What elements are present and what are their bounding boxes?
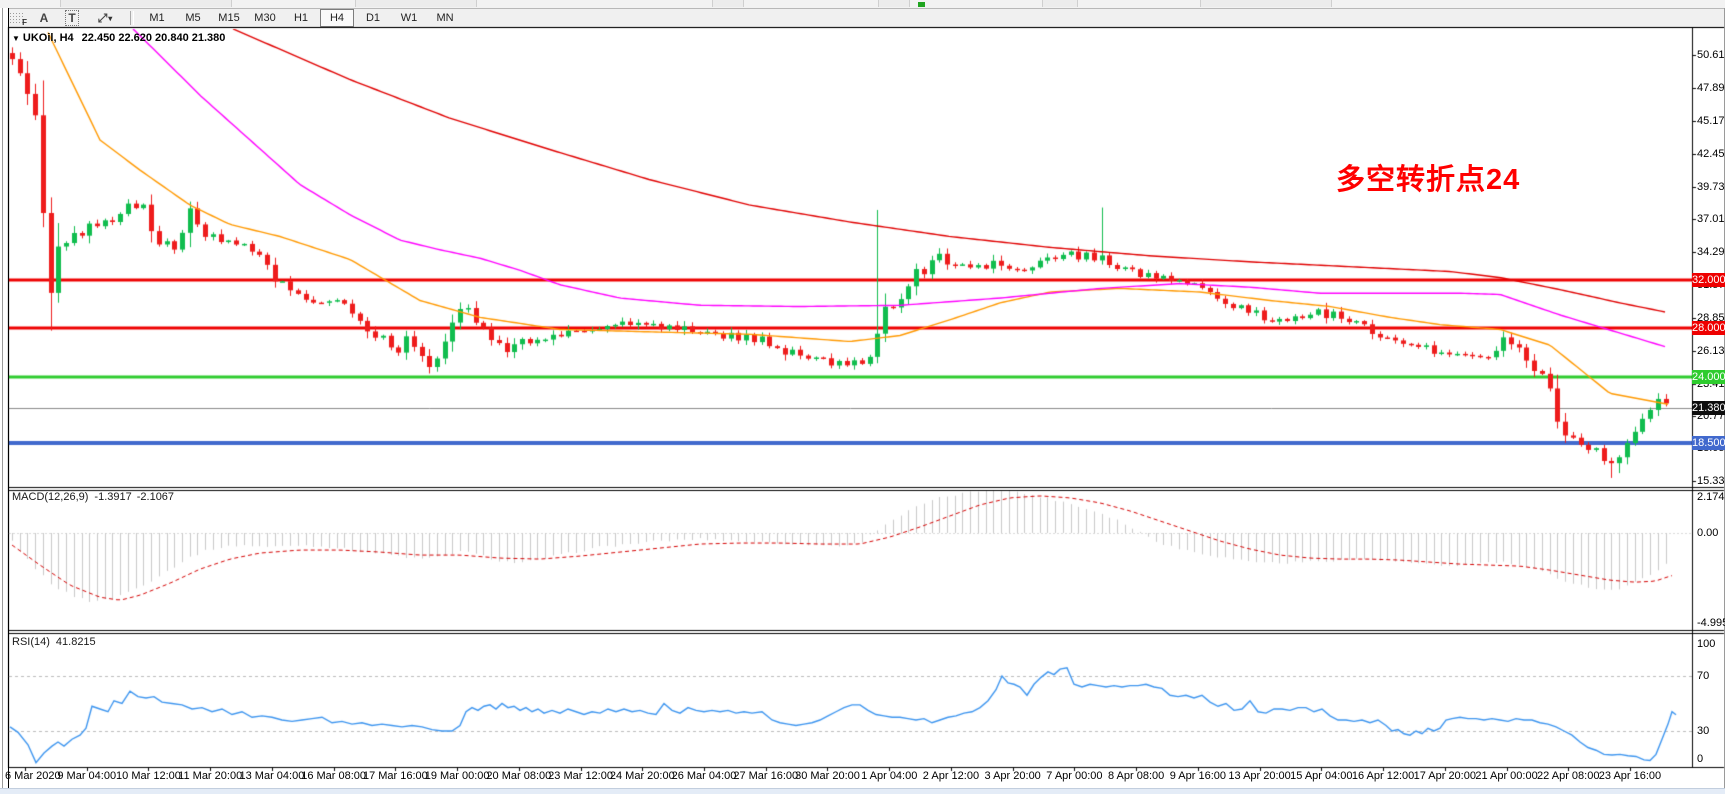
macd-indicator-label: MACD(12,26,9) -1.3917 -2.1067 [12, 491, 175, 503]
dropdown-triangle-icon[interactable]: ▼ [12, 34, 20, 43]
time-axis-label: 23 Mar 12:00 [548, 770, 613, 782]
symbol-timeframe: UKOil, H4 [22, 32, 74, 44]
time-axis-label: 27 Mar 16:00 [733, 770, 799, 782]
price-axis-label: 50.610 [1697, 49, 1725, 62]
time-axis-label: 30 Mar 20:00 [795, 770, 860, 782]
time-axis-label: 11 Mar 20:00 [178, 770, 243, 782]
price-axis-label: 39.730 [1697, 180, 1725, 193]
time-axis-label: 15 Apr 04:00 [1290, 770, 1353, 782]
price-axis-label: 26.130 [1697, 344, 1725, 357]
time-axis-label: 13 Apr 20:00 [1228, 770, 1291, 782]
price-axis-label: 47.890 [1697, 82, 1725, 95]
price-level-badge: 18.500 [1692, 435, 1725, 450]
time-axis-label: 19 Mar 00:00 [424, 770, 490, 782]
price-axis-label: 34.290 [1697, 246, 1725, 259]
rsi-axis-label: 0 [1697, 753, 1704, 765]
macd-signal-value: -2.1067 [136, 491, 175, 503]
rsi-value: 41.8215 [55, 636, 96, 648]
rsi-axis-label: 30 [1697, 725, 1710, 737]
price-level-badge: 24.000 [1692, 369, 1725, 384]
price-level-badge: 32.000 [1692, 272, 1725, 287]
time-axis-label: 9 Apr 16:00 [1169, 770, 1226, 782]
price-axis-label: 42.450 [1697, 147, 1725, 160]
time-axis-label: 20 Mar 08:00 [486, 770, 552, 782]
macd-main-value: -1.3917 [94, 491, 132, 503]
price-axis-label: 45.170 [1697, 114, 1725, 127]
time-axis-label: 17 Mar 16:00 [362, 770, 428, 782]
price-axis-label: 15.330 [1697, 475, 1725, 488]
macd-axis-label: -4.9955 [1697, 617, 1725, 629]
time-axis-label: 1 Apr 04:00 [861, 770, 918, 782]
time-axis-label: 16 Apr 12:00 [1351, 770, 1415, 782]
price-level-badge: 28.000 [1692, 321, 1725, 336]
time-axis-label: 3 Apr 20:00 [984, 770, 1041, 782]
time-axis-label: 24 Mar 20:00 [609, 770, 675, 782]
bottom-status-strip [0, 788, 1725, 794]
time-axis-label: 13 Mar 04:00 [239, 770, 305, 782]
rsi-axis-label: 100 [1697, 638, 1716, 650]
macd-axis-label: 0.00 [1697, 527, 1719, 539]
time-axis-label: 16 Mar 08:00 [301, 770, 367, 782]
time-axis-label: 9 Mar 04:00 [57, 770, 117, 782]
time-axis-label: 2 Apr 12:00 [922, 770, 980, 782]
price-axis-label: 37.010 [1697, 213, 1725, 226]
rsi-axis-label: 70 [1697, 670, 1710, 682]
time-axis-label: 17 Apr 20:00 [1413, 770, 1476, 782]
time-axis-label: 22 Apr 08:00 [1537, 770, 1600, 782]
rsi-indicator-label: RSI(14) 41.8215 [12, 636, 96, 648]
time-axis-label: 21 Apr 00:00 [1475, 770, 1538, 782]
chart-title: ▼ UKOil, H4 22.450 22.620 20.840 21.380 [12, 32, 225, 44]
price-level-badge: 21.380 [1692, 401, 1725, 416]
time-axis-label: 23 Apr 16:00 [1598, 770, 1662, 782]
time-axis-label: 6 Mar 2020 [5, 770, 61, 782]
time-axis-label: 7 Apr 00:00 [1046, 770, 1103, 782]
time-axis-label: 26 Mar 04:00 [671, 770, 737, 782]
price-axis-label: 28.850 [1697, 311, 1725, 324]
time-axis-label: 8 Apr 08:00 [1107, 770, 1165, 782]
time-axis-label: 10 Mar 12:00 [116, 770, 181, 782]
macd-axis-label: 2.1745 [1697, 491, 1725, 503]
chart-text-annotation[interactable]: 多空转折点24 [1336, 164, 1521, 196]
ohlc-values: 22.450 22.620 20.840 21.380 [81, 32, 226, 44]
